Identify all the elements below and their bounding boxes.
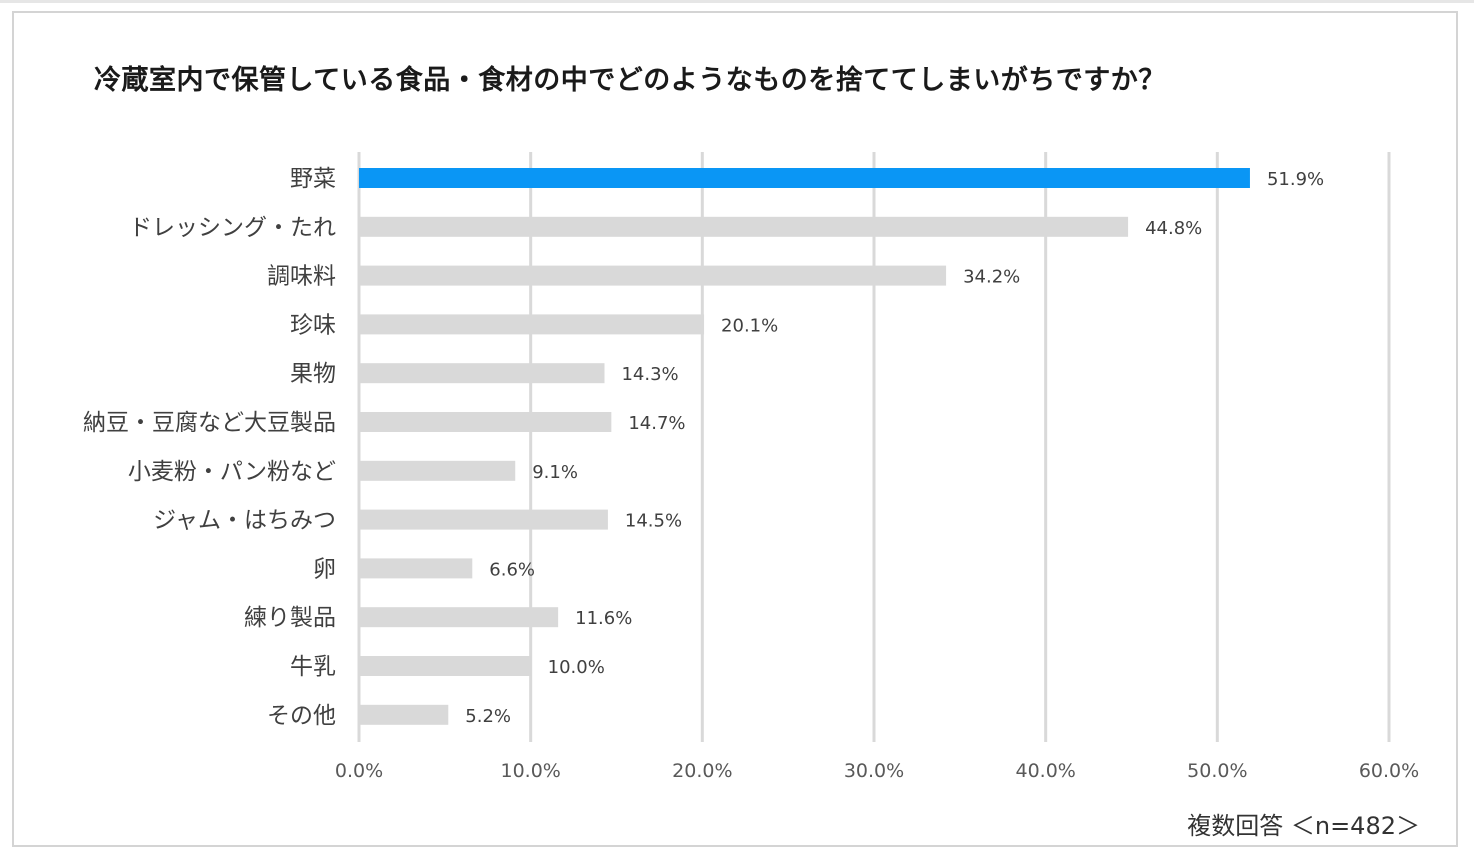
x-tick-label: 30.0% [844, 760, 904, 782]
x-tick-label: 40.0% [1015, 760, 1075, 782]
value-label: 6.6% [489, 559, 535, 580]
grid-layer [357, 152, 1391, 742]
value-label: 14.7% [628, 413, 685, 434]
bar-9 [359, 607, 559, 628]
bar-3 [359, 314, 705, 335]
category-label: その他 [267, 703, 336, 729]
bar-10 [359, 656, 531, 676]
value-label: 20.1% [721, 315, 778, 336]
bar-11 [359, 704, 449, 725]
bar-0 [359, 168, 1250, 188]
top-rule [0, 0, 1474, 3]
bar-6 [359, 460, 516, 481]
category-label: 納豆・豆腐など大豆製品 [83, 410, 336, 436]
sample-note: 複数回答 ＜n=482＞ [1187, 812, 1420, 840]
chart-title: 冷蔵室内で保管している食品・食材の中でどのようなものを捨ててしまいがちですか？ [94, 65, 1166, 96]
category-label: 牛乳 [290, 654, 336, 680]
category-label: ドレッシング・たれ [129, 215, 336, 241]
category-label: 野菜 [290, 166, 336, 192]
x-tick-label: 20.0% [672, 760, 732, 782]
bar-2 [359, 265, 947, 286]
label-layer: 野菜 51.9% ドレッシング・たれ 44.8% 調味料 34.2% 珍味 20.1% 果物 14… [83, 166, 1324, 729]
bar-5 [359, 412, 612, 432]
value-label: 5.2% [465, 706, 511, 727]
value-label: 10.0% [548, 657, 605, 678]
category-label: 練り製品 [244, 605, 336, 631]
category-label: ジャム・はちみつ [153, 508, 336, 534]
value-label: 9.1% [532, 462, 578, 483]
category-label: 珍味 [290, 312, 336, 338]
x-tick-label: 10.0% [500, 760, 560, 782]
category-label: 卵 [313, 556, 336, 582]
category-label: 果物 [290, 361, 336, 387]
category-label: 小麦粉・パン粉など [128, 459, 336, 485]
value-label: 11.6% [575, 608, 632, 629]
bar-8 [359, 558, 473, 579]
bar-1 [359, 216, 1129, 237]
bar-7 [359, 509, 608, 530]
value-label: 34.2% [963, 267, 1020, 288]
bar-layer [359, 168, 1250, 725]
value-label: 44.8% [1145, 218, 1202, 239]
x-axis-ticks: 0.0% 10.0% 20.0% 30.0% 40.0% 50.0% 60.0% [335, 760, 1419, 782]
value-label: 14.3% [621, 364, 678, 385]
value-label: 14.5% [625, 511, 682, 532]
x-tick-label: 50.0% [1187, 760, 1247, 782]
category-label: 調味料 [267, 264, 336, 290]
bar-4 [359, 363, 605, 384]
x-tick-label: 0.0% [335, 760, 383, 782]
x-tick-label: 60.0% [1359, 760, 1419, 782]
value-label: 51.9% [1267, 169, 1324, 190]
